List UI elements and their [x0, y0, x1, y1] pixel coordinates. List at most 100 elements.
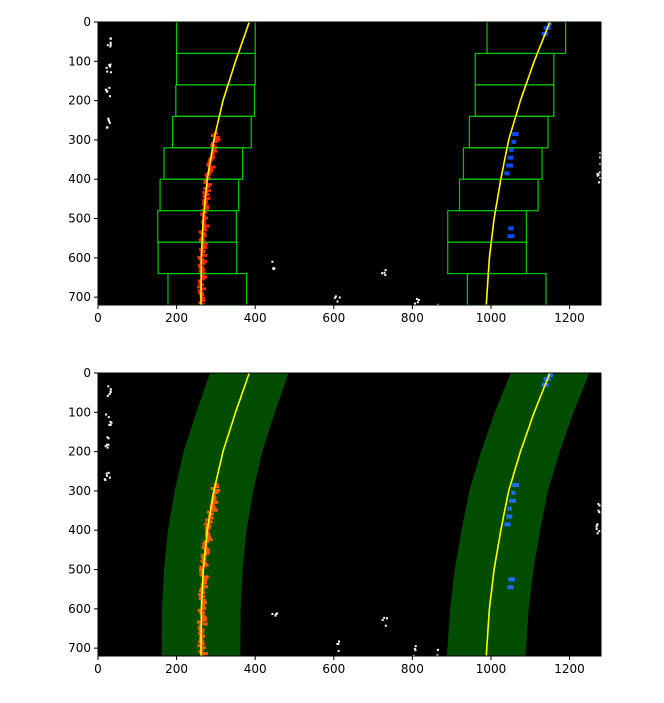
right-lane-pixel [547, 373, 553, 377]
left-lane-pixel [203, 206, 210, 210]
noise-pixel [105, 443, 108, 446]
noise-pixel [106, 70, 109, 73]
noise-pixel [596, 523, 599, 526]
left-lane-pixel [203, 234, 207, 238]
noise-pixel [436, 308, 438, 310]
left-lane-pixel [198, 301, 202, 305]
left-lane-pixel [210, 165, 216, 169]
noise-pixel [336, 300, 339, 303]
noise-pixel [107, 471, 110, 474]
left-lane-pixel [200, 606, 207, 610]
right-lane-fit-line [485, 373, 551, 656]
noise-pixel [104, 88, 107, 91]
noise-pixel [106, 436, 109, 439]
left-lane-pixel [210, 141, 214, 145]
noise-pixel [602, 508, 604, 510]
y-tick-label: 100 [68, 405, 91, 419]
left-lane-pixel [204, 522, 210, 526]
noise-pixel [108, 423, 111, 426]
y-tick-label: 300 [68, 484, 91, 498]
left-lane-pixel [197, 608, 203, 612]
left-lane-pixel [199, 569, 204, 573]
y-tick-label: 600 [68, 251, 91, 265]
x-tick-label: 400 [244, 662, 267, 676]
left-lane-pixel [202, 581, 208, 585]
left-lane-pixel [203, 563, 209, 567]
noise-pixel [599, 177, 601, 180]
search-window [486, 22, 567, 55]
left-lane-pixel [200, 273, 205, 277]
left-lane-pixel [198, 632, 202, 636]
right-lane-fit-line [485, 22, 551, 305]
left-lane-pixel [201, 602, 206, 606]
left-lane-pixel [197, 279, 201, 283]
noise-pixel [271, 613, 274, 616]
noise-pixel [417, 299, 420, 302]
y-tick-label: 700 [68, 290, 91, 304]
y-tick-label: 500 [68, 212, 91, 226]
noise-pixel [272, 267, 275, 270]
left-search-band [161, 373, 289, 656]
axes-frame [97, 372, 602, 657]
left-lane-pixel [200, 212, 205, 216]
noise-pixel [107, 437, 110, 440]
left-lane-pixel [199, 610, 205, 614]
left-lane-pixel [202, 218, 207, 222]
right-lane-pixel [509, 498, 516, 503]
right-lane-pixel [507, 234, 515, 239]
noise-pixel [109, 71, 112, 74]
noise-pixel [413, 647, 416, 650]
left-lane-pixel [203, 224, 210, 228]
left-lane-pixel [201, 226, 207, 230]
noise-pixel [383, 616, 386, 619]
noise-pixel [109, 388, 112, 391]
y-tick-label: 0 [83, 366, 91, 380]
noise-pixel [598, 530, 601, 533]
noise-pixel [595, 528, 598, 531]
noise-pixel [108, 476, 111, 479]
left-lane-pixel [207, 167, 214, 171]
left-lane-pixel [201, 246, 207, 250]
left-lane-pixel [198, 263, 202, 267]
noise-pixel [415, 297, 418, 300]
left-lane-pixel [203, 547, 210, 551]
left-lane-pixel [200, 648, 204, 652]
noise-pixel [441, 658, 443, 660]
left-lane-pixel [205, 518, 209, 522]
noise-pixel [110, 421, 113, 424]
noise-pixel [109, 43, 112, 46]
y-tick-label: 700 [68, 641, 91, 655]
noise-pixel [107, 117, 110, 120]
left-lane-pixel [209, 520, 213, 524]
noise-pixel [109, 37, 112, 40]
left-lane-pixel [210, 153, 215, 157]
left-lane-pixel [201, 242, 208, 246]
noise-pixel [105, 413, 108, 416]
right-lane-pixel [511, 139, 517, 144]
plot-background [98, 22, 601, 305]
noise-pixel [109, 420, 112, 423]
x-tick-label: 200 [165, 662, 188, 676]
noise-pixel [338, 296, 341, 299]
left-lane-pixel [205, 534, 211, 538]
y-tick-label: 400 [68, 172, 91, 186]
left-lane-pixel [207, 189, 211, 193]
right-lane-pixel [507, 585, 514, 590]
right-lane-pixel [509, 147, 514, 152]
noise-pixel [108, 86, 111, 89]
left-lane-pixel [200, 249, 206, 253]
noise-pixel [595, 525, 598, 528]
noise-pixel [108, 393, 111, 396]
noise-pixel [597, 173, 600, 176]
noise-pixel [107, 443, 110, 446]
left-lane-pixel [199, 567, 205, 571]
left-lane-pixel [200, 232, 207, 236]
noise-pixel [437, 303, 440, 305]
left-lane-pixel [211, 151, 215, 155]
noise-pixel [598, 504, 601, 507]
left-lane-pixel [209, 516, 214, 520]
left-lane-pixel [210, 486, 216, 490]
left-lane-pixel [201, 259, 207, 263]
search-band-panel: 0 200 400 600 800 1000 1200 0 100 200 300 400 500 600… [68, 366, 604, 676]
